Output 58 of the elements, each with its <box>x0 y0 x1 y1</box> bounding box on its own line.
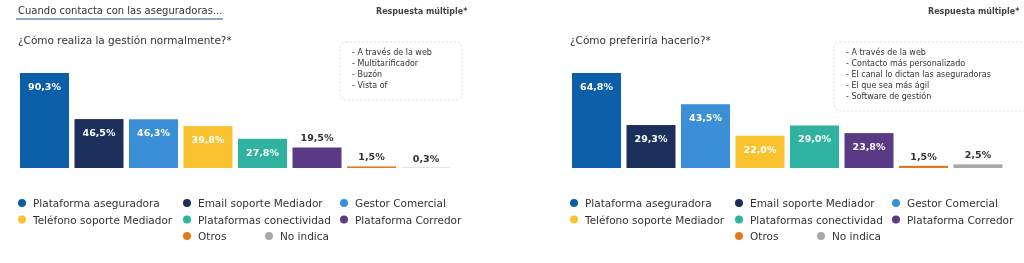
legend-label: Plataforma Corredor <box>355 213 463 226</box>
bar <box>129 119 178 168</box>
annotation: - El que sea más ágil <box>846 81 930 90</box>
bar <box>844 133 894 168</box>
data-label: 19,5% <box>300 132 334 144</box>
legend-label: Otros <box>750 230 779 242</box>
bar <box>626 125 676 168</box>
data-label: 29,0% <box>798 133 832 145</box>
data-label: 39,8% <box>191 134 225 146</box>
legend-label: Gestor Comercial <box>355 197 446 209</box>
legend-label: Plataformas conectividad <box>750 213 883 226</box>
data-label: 46,3% <box>137 127 171 139</box>
legend-label: Email soporte Mediador <box>750 197 876 209</box>
data-label: 1,5% <box>910 150 938 162</box>
bar <box>681 104 730 168</box>
data-label: 1,5% <box>358 151 386 163</box>
chart-subtitle: Cuando contacta con las aseguradoras... <box>18 5 223 16</box>
annotation: - Vista of <box>352 81 388 90</box>
annotation: - El canal lo dictan las aseguradoras <box>846 70 991 79</box>
legend-label: Plataforma Corredor <box>907 213 1015 226</box>
legend-label: Gestor Comercial <box>907 197 998 209</box>
data-label: 23,8% <box>852 141 886 153</box>
data-label: 27,8% <box>246 146 280 158</box>
legend-label: Plataforma aseguradora <box>585 197 712 209</box>
text: - Contacto más personalizado <box>846 59 966 68</box>
data-label: 90,3% <box>28 81 62 92</box>
data-label: 29,3% <box>634 133 668 145</box>
chart-title: ¿Cómo realiza la gestión normalmente?* <box>18 34 232 46</box>
bar <box>790 125 839 168</box>
bar <box>74 119 124 168</box>
bar <box>20 73 69 168</box>
bar <box>953 164 1003 168</box>
data-label: 22,0% <box>743 143 777 155</box>
chart-title: ¿Cómo preferiría hacerlo?* <box>570 34 711 46</box>
bar <box>183 126 233 168</box>
annotation: - Software de gestión <box>846 91 932 101</box>
legend-label: Teléfono soporte Mediador <box>584 213 725 226</box>
data-label: 0,3% <box>412 152 440 164</box>
legend-label: Plataformas conectividad <box>198 213 331 226</box>
legend-label: No indica <box>280 230 329 242</box>
text: Respuesta múltiple* <box>376 7 469 16</box>
text: Respuesta múltiple* <box>928 7 1021 16</box>
legend-label: Email soporte Mediador <box>198 197 324 209</box>
bar <box>572 73 621 168</box>
legend-label: Otros <box>198 230 227 242</box>
text: - A través de la web <box>846 47 926 57</box>
data-label: 2,5% <box>964 149 992 161</box>
text: - A través de la web <box>352 47 432 57</box>
legend-label: Plataforma aseguradora <box>33 197 160 209</box>
legend-label: No indica <box>832 230 881 242</box>
text: - Multitarificador <box>352 59 419 68</box>
bar <box>899 165 948 168</box>
data-label: 64,8% <box>580 81 614 92</box>
data-label: 43,5% <box>689 112 723 124</box>
legend-label: Teléfono soporte Mediador <box>32 213 173 226</box>
annotation: - Buzón <box>352 69 383 79</box>
data-label: 46,5% <box>82 127 116 139</box>
bar <box>292 147 342 168</box>
